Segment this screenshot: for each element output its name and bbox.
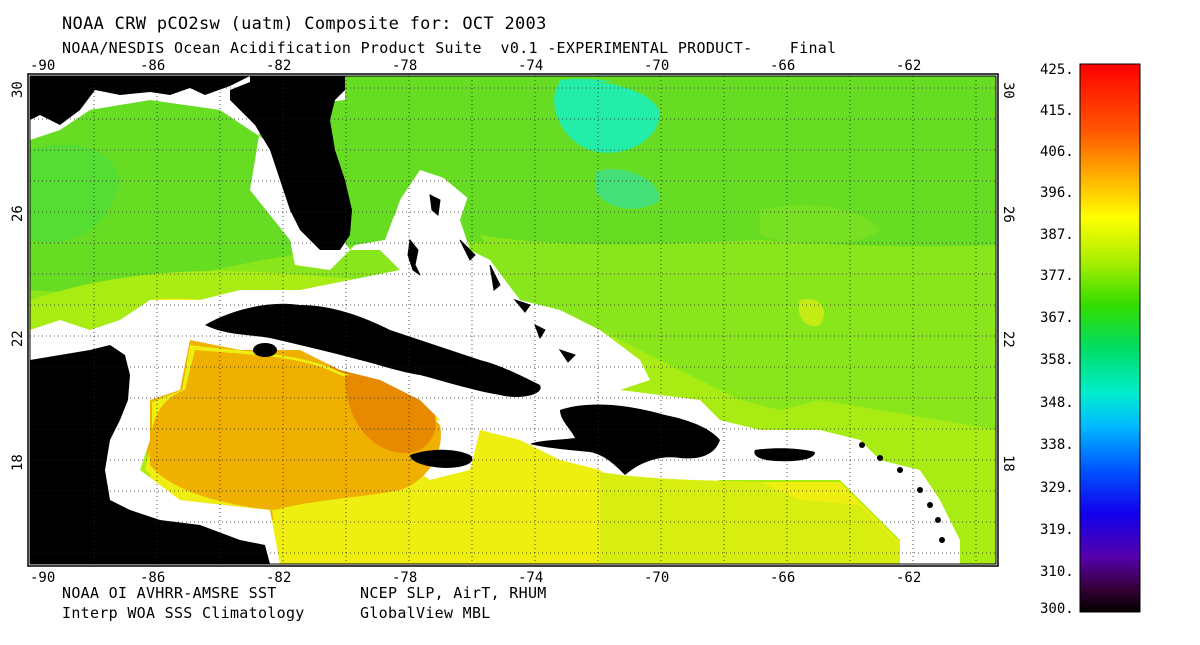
colorbar-label: 377.: [1040, 268, 1074, 284]
lon-tick-bottom: -70: [644, 570, 669, 586]
map-title: NOAA CRW pCO2sw (uatm) Composite for: OC…: [62, 14, 547, 34]
graticule: [30, 76, 996, 564]
bahamas-islands: [407, 194, 576, 363]
lon-tick-top: -86: [140, 58, 165, 74]
lon-tick-top: -70: [644, 58, 669, 74]
colorbar-label: 415.: [1040, 103, 1074, 119]
yucatan-land: [30, 345, 270, 564]
lon-tick-top: -74: [518, 58, 543, 74]
florida-land: [230, 76, 352, 250]
colorbar-label: 367.: [1040, 310, 1074, 326]
lon-tick-bottom: -86: [140, 570, 165, 586]
lesser-antilles: [859, 442, 945, 543]
colorbar: [1079, 63, 1141, 613]
lat-ticks-right: 30 26 22 18: [1000, 82, 1016, 472]
isle-of-youth: [253, 343, 277, 357]
colorbar-label: 406.: [1040, 144, 1074, 160]
footer-sss-source: Interp WOA SSS Climatology: [62, 604, 305, 622]
lon-tick-top: -62: [896, 58, 921, 74]
footer-met-source: NCEP SLP, AirT, RHUM: [360, 584, 547, 602]
lon-ticks-bottom: -90 -86 -82 -78 -74 -70 -66 -62: [30, 570, 921, 586]
pco2-field: [30, 76, 996, 564]
lon-tick-bottom: -62: [896, 570, 921, 586]
lat-tick-right: 18: [1000, 455, 1016, 472]
colorbar-label: 387.: [1040, 227, 1074, 243]
lat-tick-left: 22: [10, 330, 26, 347]
colorbar-label: 329.: [1040, 480, 1074, 496]
colorbar-label: 338.: [1040, 437, 1074, 453]
lat-ticks-left: 30 26 22 18: [10, 81, 26, 471]
cuba-land: [205, 303, 541, 397]
colorbar-label: 358.: [1040, 352, 1074, 368]
lon-tick-bottom: -66: [770, 570, 795, 586]
lon-tick-bottom: -82: [266, 570, 291, 586]
colorbar-label: 300.: [1040, 601, 1074, 617]
lon-tick-top: -78: [392, 58, 417, 74]
jamaica-land: [410, 449, 473, 468]
lat-tick-right: 30: [1000, 82, 1016, 99]
lon-tick-top: -82: [266, 58, 291, 74]
lon-tick-top: -90: [30, 58, 55, 74]
colorbar-labels: 425. 415. 406. 396. 387. 377. 367. 358. …: [1040, 62, 1074, 617]
lon-tick-top: -66: [770, 58, 795, 74]
hispaniola-land: [530, 404, 720, 475]
puerto-rico-land: [754, 448, 815, 462]
lat-tick-right: 22: [1000, 331, 1016, 348]
colorbar-label: 319.: [1040, 522, 1074, 538]
colorbar-label: 425.: [1040, 62, 1074, 78]
lat-tick-right: 26: [1000, 206, 1016, 223]
colorbar-label: 396.: [1040, 185, 1074, 201]
footer-sst-source: NOAA OI AVHRR-AMSRE SST: [62, 584, 277, 602]
lat-tick-left: 26: [10, 205, 26, 222]
footer-mbl-source: GlobalView MBL: [360, 604, 491, 622]
lat-tick-left: 30: [10, 81, 26, 98]
lon-tick-bottom: -74: [518, 570, 543, 586]
colorbar-label: 310.: [1040, 564, 1074, 580]
lat-tick-left: 18: [10, 454, 26, 471]
colorbar-label: 348.: [1040, 395, 1074, 411]
lon-tick-bottom: -78: [392, 570, 417, 586]
lon-tick-bottom: -90: [30, 570, 55, 586]
lon-ticks-top: -90 -86 -82 -78 -74 -70 -66 -62: [30, 58, 921, 74]
map-subtitle: NOAA/NESDIS Ocean Acidification Product …: [62, 39, 837, 57]
